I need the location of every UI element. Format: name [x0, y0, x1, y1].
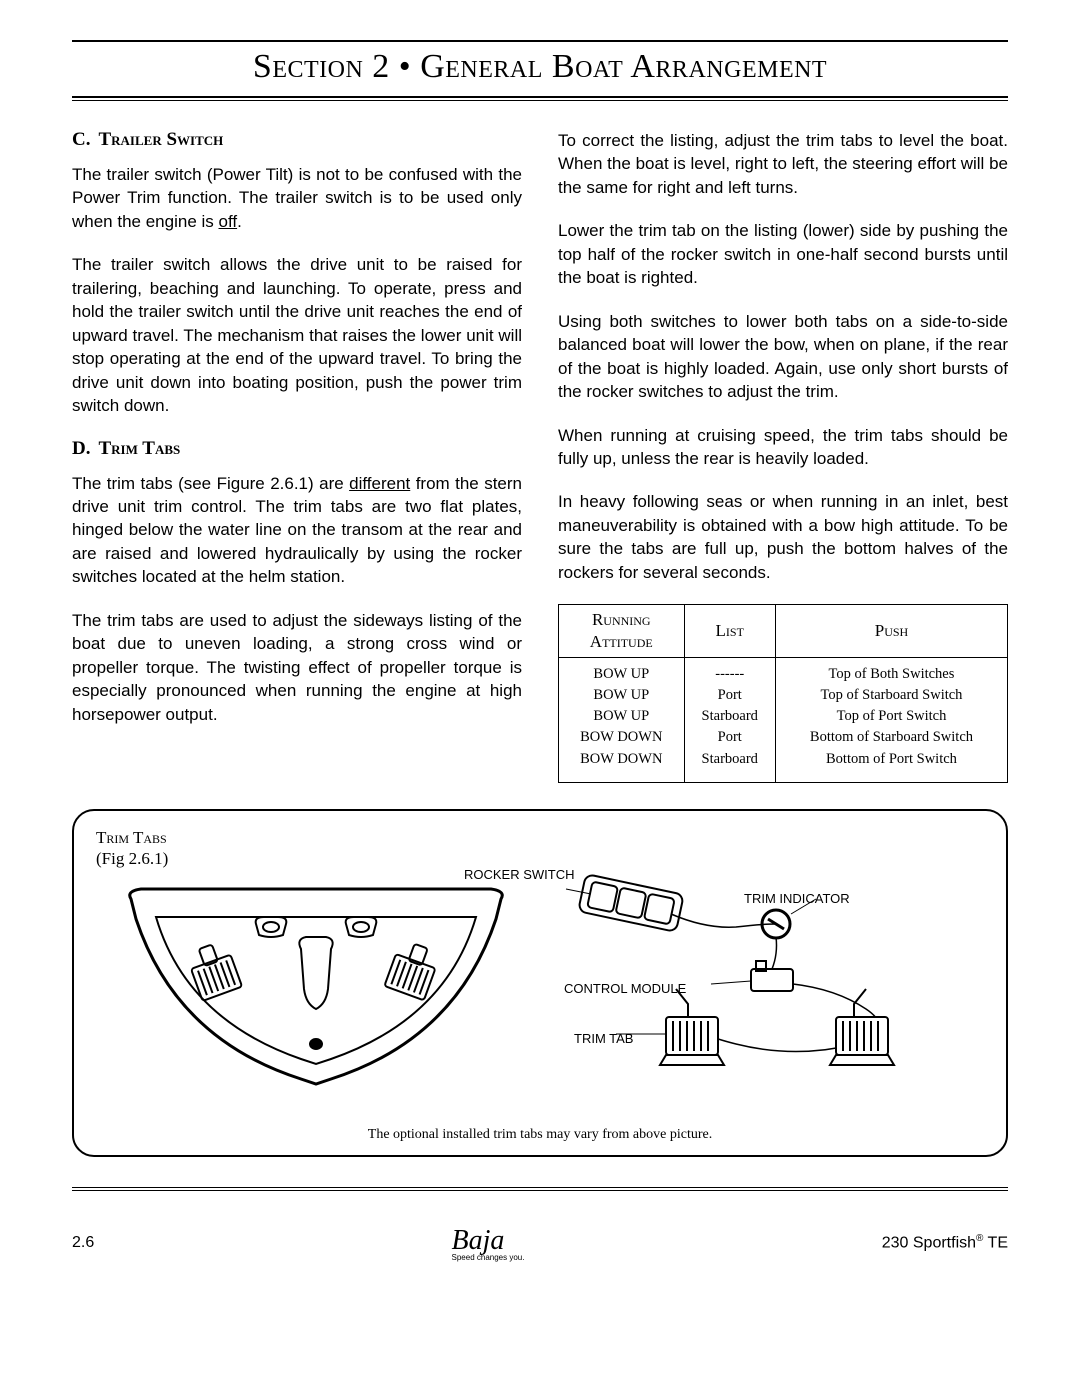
cell: BOW UP	[593, 706, 649, 727]
cell: BOW UP	[593, 664, 649, 685]
page-title: Section 2 • General Boat Arrangement	[72, 42, 1008, 96]
heading-c-letter: C.	[72, 129, 90, 151]
baja-logo: Baja	[452, 1225, 505, 1256]
para-c1-a: The trailer switch (Power Tilt) is not t…	[72, 165, 522, 231]
para-d1-u: different	[349, 474, 410, 493]
right-column: To correct the listing, adjust the trim …	[558, 129, 1008, 783]
cell: BOW DOWN	[580, 749, 662, 770]
td-push: Top of Both Switches Top of Starboard Sw…	[775, 658, 1007, 782]
th-push: Push	[775, 605, 1007, 658]
cell: Top of Both Switches	[829, 664, 955, 685]
cell: ------	[715, 664, 744, 685]
table-header-row: Running Attitude List Push	[559, 605, 1008, 658]
cell: BOW UP	[593, 685, 649, 706]
label-module: CONTROL MODULE	[564, 981, 686, 996]
para-r5: In heavy following seas or when running …	[558, 490, 1008, 584]
left-column: C. Trailer Switch The trailer switch (Po…	[72, 129, 522, 783]
footer-rule	[72, 1187, 1008, 1191]
cell: Port	[718, 685, 742, 706]
figure-title: Trim Tabs	[96, 827, 984, 849]
trim-tabs-diagram	[96, 869, 966, 1129]
th-running-attitude: Running Attitude	[559, 605, 685, 658]
cell: Bottom of Port Switch	[826, 749, 957, 770]
label-indicator: TRIM INDICATOR	[744, 891, 850, 906]
cell: Bottom of Starboard Switch	[810, 727, 973, 748]
th-running: Running	[592, 610, 651, 629]
cell: Top of Starboard Switch	[820, 685, 962, 706]
heading-d: D. Trim Tabs	[72, 438, 522, 460]
td-list: ------ Port Starboard Port Starboard	[684, 658, 775, 782]
heading-c: C. Trailer Switch	[72, 129, 522, 151]
para-c1-b: .	[237, 212, 242, 231]
figure-box: Trim Tabs (Fig 2.6.1)	[72, 809, 1008, 1157]
th-attitude: Attitude	[590, 632, 653, 651]
para-d1-a: The trim tabs (see Figure 2.6.1) are	[72, 474, 349, 493]
td-attitude: BOW UP BOW UP BOW UP BOW DOWN BOW DOWN	[559, 658, 685, 782]
label-rocker: ROCKER SWITCH	[464, 867, 575, 882]
heading-d-title: Trim Tabs	[98, 438, 180, 460]
cell: Starboard	[702, 749, 758, 770]
heading-d-letter: D.	[72, 438, 90, 460]
footer-model-b: TE	[983, 1235, 1008, 1252]
cell: Top of Port Switch	[837, 706, 947, 727]
title-rule-1	[72, 96, 1008, 98]
para-d1: The trim tabs (see Figure 2.6.1) are dif…	[72, 472, 522, 589]
heading-c-title: Trailer Switch	[98, 129, 223, 151]
cell: Port	[718, 727, 742, 748]
para-c2: The trailer switch allows the drive unit…	[72, 253, 522, 417]
para-r3: Using both switches to lower both tabs o…	[558, 310, 1008, 404]
footer: 2.6 Baja Speed changes you. 230 Sportfis…	[72, 1225, 1008, 1262]
footer-right: 230 Sportfish® TE	[882, 1233, 1008, 1252]
para-c1-u: off	[219, 212, 238, 231]
para-r1: To correct the listing, adjust the trim …	[558, 129, 1008, 199]
th-list: List	[684, 605, 775, 658]
label-tab: TRIM TAB	[574, 1031, 633, 1046]
page-number: 2.6	[72, 1234, 94, 1252]
title-rule-2	[72, 100, 1008, 101]
figure-note: The optional installed trim tabs may var…	[74, 1127, 1006, 1143]
para-r2: Lower the trim tab on the listing (lower…	[558, 219, 1008, 289]
cell: BOW DOWN	[580, 727, 662, 748]
footer-model-a: 230 Sportfish	[882, 1235, 976, 1252]
para-c1: The trailer switch (Power Tilt) is not t…	[72, 163, 522, 233]
trim-table: Running Attitude List Push BOW UP BOW UP…	[558, 604, 1008, 782]
para-r4: When running at cruising speed, the trim…	[558, 424, 1008, 471]
baja-logo-wrap: Baja Speed changes you.	[452, 1225, 525, 1262]
cell: Starboard	[702, 706, 758, 727]
para-d2: The trim tabs are used to adjust the sid…	[72, 609, 522, 726]
body-columns: C. Trailer Switch The trailer switch (Po…	[72, 129, 1008, 783]
table-body-row: BOW UP BOW UP BOW UP BOW DOWN BOW DOWN -…	[559, 658, 1008, 782]
baja-tagline: Speed changes you.	[452, 1253, 525, 1262]
